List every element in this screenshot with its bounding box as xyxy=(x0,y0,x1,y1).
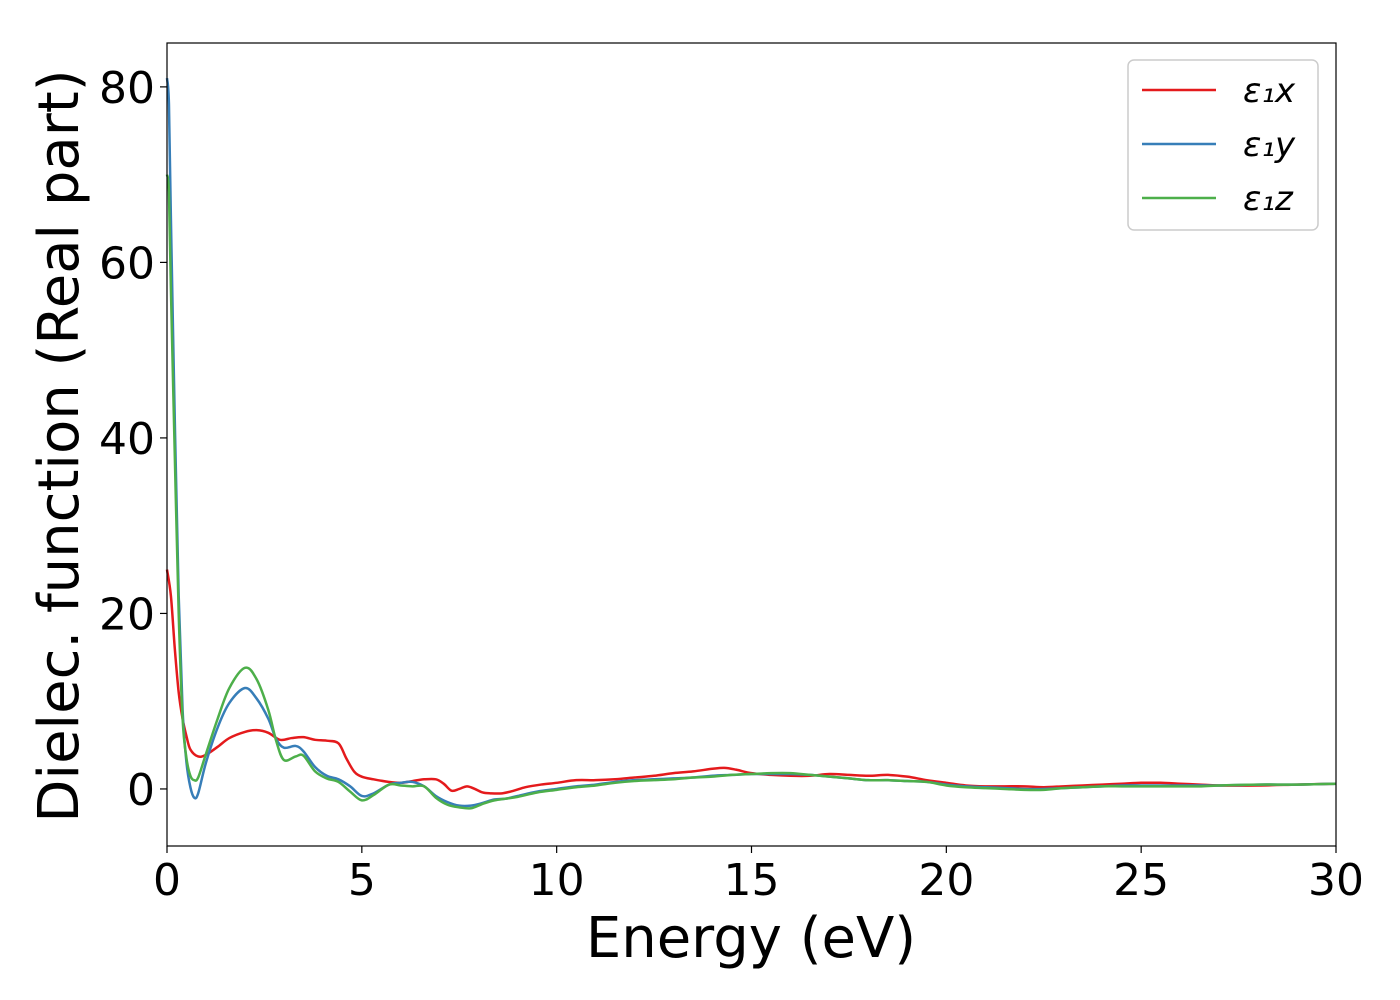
y-tick-label-3: 60 xyxy=(99,238,155,289)
series-line-0 xyxy=(165,569,1337,795)
legend-label-0: ε₁x xyxy=(1243,71,1296,111)
legend-label-1: ε₁y xyxy=(1243,125,1296,165)
x-tick-label-1: 5 xyxy=(348,855,376,906)
series-line-2 xyxy=(165,174,1337,810)
legend-box xyxy=(1127,59,1319,231)
x-tick-label-6: 30 xyxy=(1308,855,1364,906)
y-tick-label-0: 0 xyxy=(127,765,155,816)
y-axis-title: Dielec. function (Real part) xyxy=(27,69,92,822)
y-tick-label-2: 40 xyxy=(99,414,155,465)
legend: ε₁x ε₁y ε₁z xyxy=(1127,59,1319,231)
x-tick-label-5: 25 xyxy=(1113,855,1169,906)
y-tick-label-1: 20 xyxy=(99,589,155,640)
x-tick-label-2: 10 xyxy=(529,855,585,906)
legend-label-2: ε₁z xyxy=(1243,179,1294,219)
x-axis-title: Energy (eV) xyxy=(586,906,916,971)
x-axis: 0 5 10 15 20 25 30 xyxy=(153,846,1364,906)
x-tick-label-4: 20 xyxy=(918,855,974,906)
series-layer xyxy=(165,77,1337,810)
y-tick-label-4: 80 xyxy=(99,63,155,114)
y-axis: 0 20 40 60 80 xyxy=(99,63,167,816)
x-tick-label-3: 15 xyxy=(724,855,780,906)
x-tick-label-0: 0 xyxy=(153,855,181,906)
